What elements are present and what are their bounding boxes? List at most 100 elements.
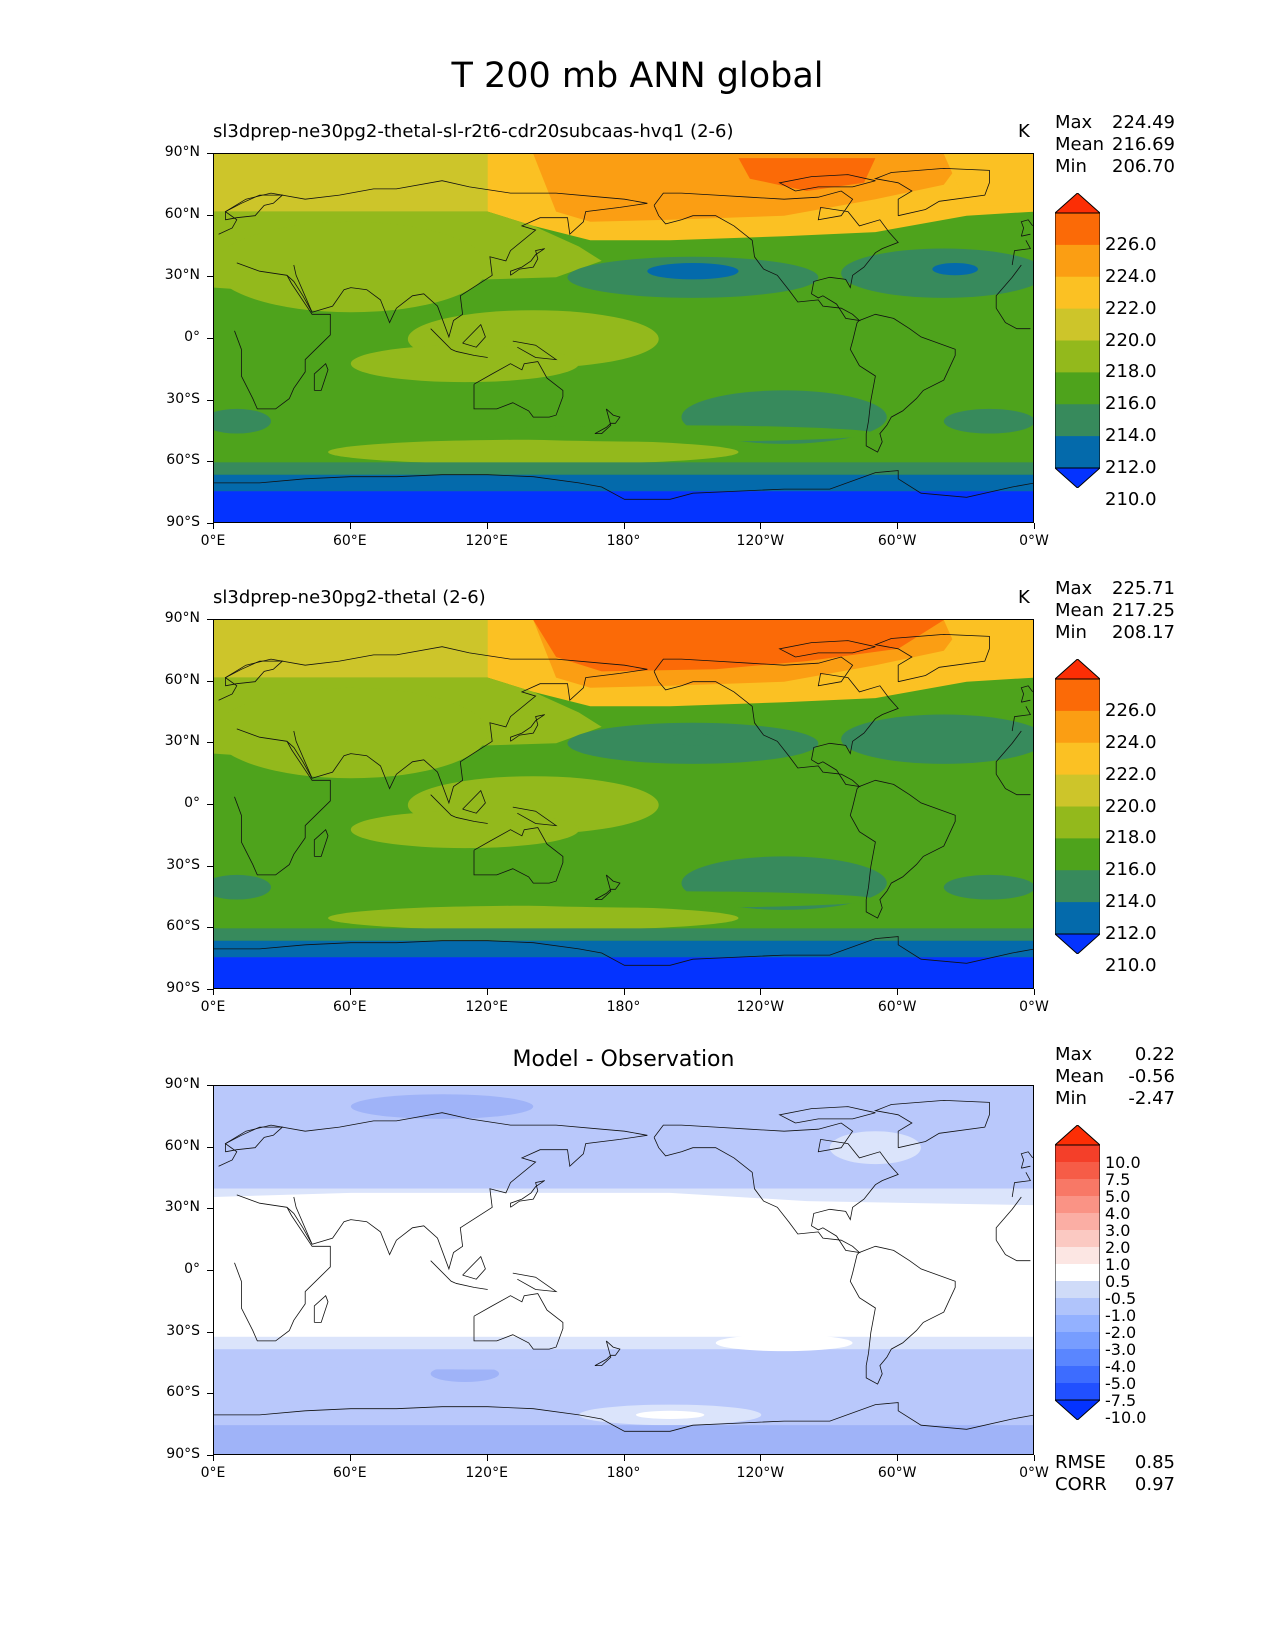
lat-tick <box>207 865 213 867</box>
stat-value: 224.49 <box>1112 112 1175 133</box>
lon-tick-label: 120°E <box>465 533 508 549</box>
colorbar-tick-label: 212.0 <box>1105 457 1157 478</box>
lon-tick-label: 60°E <box>332 999 367 1015</box>
coastline <box>293 668 648 805</box>
lat-tick <box>207 1455 213 1456</box>
coastline <box>293 202 648 339</box>
coastline <box>594 1340 621 1367</box>
colorbar-swatch <box>1055 1264 1100 1282</box>
colorbar-tick-label: 222.0 <box>1105 297 1157 319</box>
colorbar-tick-label: 214.0 <box>1105 891 1157 913</box>
contour-region <box>943 620 1033 672</box>
coastline <box>995 1239 1031 1262</box>
lon-tick <box>349 989 351 995</box>
coastline <box>873 1099 990 1149</box>
lon-tick-label: 60°W <box>877 1465 917 1481</box>
lat-tick-label: 60°S <box>166 918 200 935</box>
colorbar-swatch <box>1055 742 1100 776</box>
lon-tick <box>897 989 899 995</box>
coastline <box>293 1134 648 1271</box>
lon-tick-label: 0°E <box>200 533 226 549</box>
colorbar-swatch <box>1055 1162 1100 1180</box>
stat-label: Mean <box>1055 600 1105 621</box>
coastline <box>313 1295 329 1323</box>
coastline <box>218 1112 648 1167</box>
coastline <box>849 313 956 453</box>
colorbar-tick-label: 218.0 <box>1105 361 1157 383</box>
lon-tick <box>623 523 625 529</box>
coastline <box>995 1196 1022 1241</box>
coastline <box>512 1272 558 1293</box>
lat-tick-label: 90°S <box>166 514 200 530</box>
colorbar-swatch <box>1055 774 1100 807</box>
panel-units: K <box>1018 587 1030 608</box>
coastline <box>849 779 956 919</box>
contour-band <box>214 1086 1033 1189</box>
stat-label: Min <box>1055 1088 1087 1109</box>
coastline <box>430 1260 456 1284</box>
coastline <box>313 363 329 391</box>
stat-label: Min <box>1055 156 1087 177</box>
coastline <box>1020 1151 1033 1169</box>
lon-tick-label: 0°W <box>1019 533 1049 549</box>
coastline <box>224 194 284 221</box>
lat-tick-label: 30°N <box>164 1199 200 1216</box>
contour-region <box>430 1365 500 1382</box>
map-plot <box>213 153 1034 523</box>
contour-region <box>841 714 1033 764</box>
coastline <box>510 714 545 742</box>
coastline <box>473 1293 564 1350</box>
coastline <box>218 646 648 701</box>
coastline <box>995 773 1031 796</box>
panel-title: sl3dprep-ne30pg2-thetal (2-6) <box>213 587 486 608</box>
colorbar-tick-label: 7.5 <box>1105 1170 1131 1189</box>
panel-model-a: sl3dprep-ne30pg2-thetal-sl-r2t6-cdr20sub… <box>0 0 1275 549</box>
colorbar-tick-label: -10.0 <box>1105 1408 1147 1427</box>
stat-label: Max <box>1055 1044 1093 1065</box>
contour-region <box>350 345 579 383</box>
coastline <box>510 1180 545 1208</box>
panel-title: Model - Observation <box>512 1047 735 1072</box>
coastline <box>286 741 313 779</box>
coastline <box>1021 233 1031 237</box>
colorbar-tick-label: -5.0 <box>1105 1374 1137 1393</box>
stat-min: Min -2.47 <box>1055 1088 1175 1110</box>
map-plot <box>213 1085 1034 1455</box>
colorbar-swatch <box>1055 244 1100 278</box>
contour-band <box>214 491 1033 522</box>
lat-tick <box>207 927 213 929</box>
colorbar-svg <box>1053 192 1102 489</box>
lon-tick <box>623 1455 625 1461</box>
lat-tick-label: 60°N <box>164 1137 200 1154</box>
coastline <box>873 167 990 217</box>
coastline <box>778 174 876 192</box>
colorbar-swatch <box>1055 1281 1100 1299</box>
colorbar-swatch <box>1055 308 1100 341</box>
coastline <box>218 180 648 235</box>
lon-tick <box>897 1455 899 1461</box>
lon-tick <box>760 523 762 529</box>
lat-tick <box>207 1085 213 1086</box>
colorbar-tick-label: 10.0 <box>1105 1153 1141 1172</box>
lon-tick-label: 0°E <box>200 1465 226 1481</box>
lon-tick <box>897 523 899 529</box>
coastline <box>214 470 1033 500</box>
coastline <box>1011 706 1032 732</box>
lon-tick-label: 180° <box>606 533 641 549</box>
colorbar-swatch <box>1055 213 1100 246</box>
contour-region <box>841 248 1033 298</box>
panel-title: sl3dprep-ne30pg2-thetal-sl-r2t6-cdr20sub… <box>213 121 734 142</box>
lon-tick <box>760 989 762 995</box>
lon-tick <box>760 1455 762 1461</box>
stat-max: Max 224.49 <box>1055 112 1175 134</box>
contour-region <box>214 221 488 313</box>
coastline <box>473 361 564 418</box>
lat-tick-label: 30°N <box>164 267 200 284</box>
contour-region <box>670 733 716 746</box>
lat-tick-label: 30°S <box>166 856 200 873</box>
colorbar-swatch <box>1055 1213 1100 1231</box>
colorbar-tick-label: 226.0 <box>1105 233 1157 255</box>
colorbar-swatch <box>1055 1315 1100 1333</box>
lon-tick-label: 0°W <box>1019 999 1049 1015</box>
lat-tick-label: 0° <box>184 329 200 345</box>
